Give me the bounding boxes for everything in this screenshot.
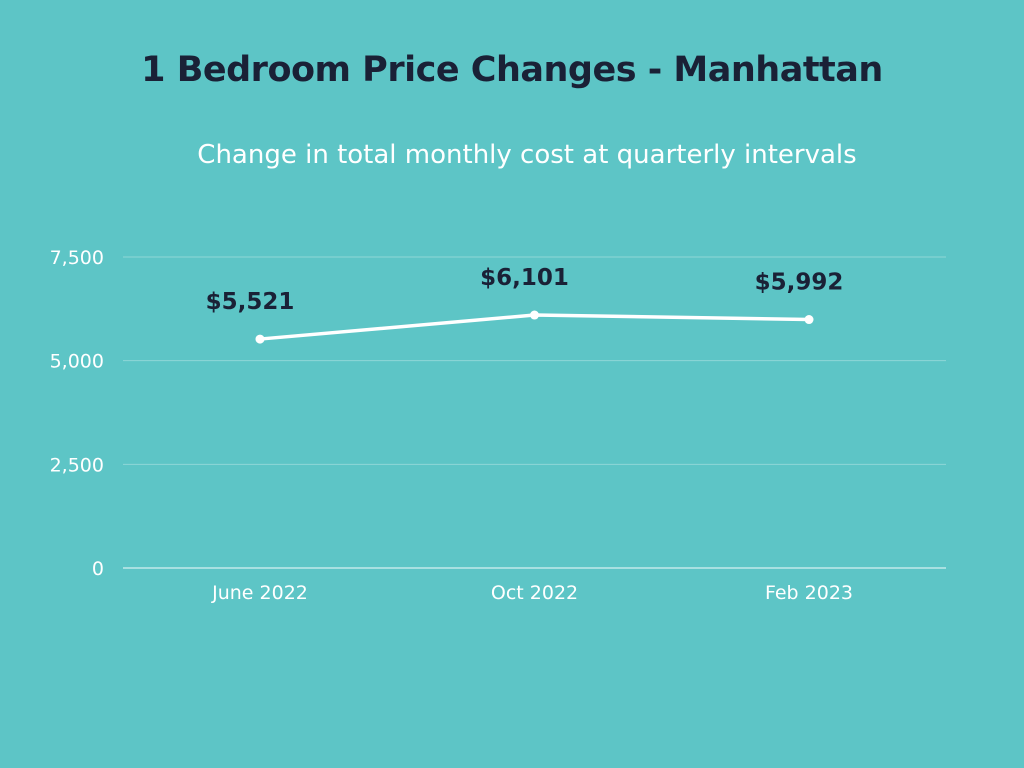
data-label: $6,101 [480,265,569,291]
x-tick-label: Feb 2023 [765,582,853,604]
y-tick-label: 5,000 [50,351,104,373]
grid-lines [123,256,946,569]
x-tick-label: Oct 2022 [491,582,578,604]
y-tick-label: 0 [92,558,104,580]
x-axis-ticks: June 2022 Oct 2022 Feb 2023 [211,582,853,604]
y-tick-label: 7,500 [50,247,104,269]
data-label: $5,521 [206,289,295,315]
y-axis-ticks: 0 2,500 5,000 7,500 [50,247,104,580]
y-tick-label: 2,500 [50,454,104,476]
data-point [804,315,814,325]
data-point [255,334,265,344]
x-tick-label: June 2022 [211,582,308,604]
data-label: $5,992 [755,270,844,296]
data-point [530,310,539,320]
chart-title: 1 Bedroom Price Changes - Manhattan [141,50,883,90]
chart-subtitle: Change in total monthly cost at quarterl… [197,140,857,170]
series-layer [255,310,814,344]
data-labels: $5,521 $6,101 $5,992 [206,265,844,315]
